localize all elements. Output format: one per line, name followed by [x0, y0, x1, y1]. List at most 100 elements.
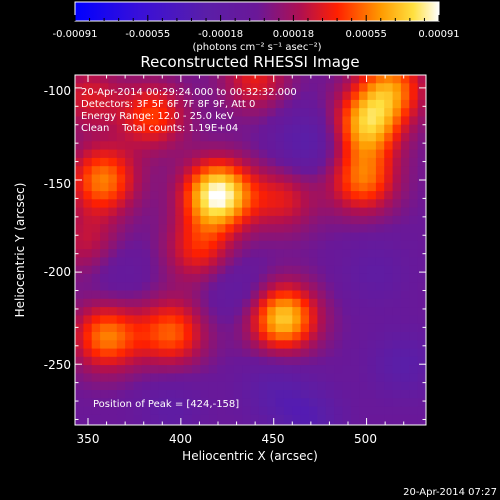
heatmap-cell [400, 406, 410, 416]
heatmap-cell [250, 356, 260, 366]
heatmap-cell [342, 191, 352, 200]
heatmap-cell [75, 116, 84, 126]
heatmap-cell [225, 257, 235, 267]
heatmap-cell [158, 406, 168, 416]
heatmap-cell [108, 91, 118, 101]
heatmap-cell [175, 290, 185, 300]
peak-position-text: Position of Peak = [424,-158] [93, 399, 239, 410]
heatmap-cell [392, 83, 402, 93]
heatmap-cell [258, 273, 268, 283]
heatmap-cell [359, 99, 369, 109]
heatmap-cell [208, 133, 218, 142]
heatmap-cell [225, 133, 235, 142]
heatmap-cell [133, 423, 143, 425]
heatmap-cell [192, 257, 201, 267]
heatmap-cell [125, 199, 135, 209]
heatmap-cell [426, 108, 435, 117]
heatmap-cell [233, 273, 243, 283]
heatmap-cell [116, 240, 126, 250]
heatmap-cell [166, 307, 176, 316]
heatmap-cell [375, 199, 385, 209]
heatmap-cell [384, 340, 394, 350]
heatmap-cell [150, 116, 160, 126]
heatmap-cell [300, 348, 310, 358]
heatmap-cell [75, 191, 84, 200]
heatmap-cell [225, 207, 235, 217]
heatmap-cell [141, 257, 151, 267]
heatmap-cell [208, 365, 218, 374]
heatmap-cell [258, 315, 268, 325]
heatmap-cell [91, 182, 101, 192]
heatmap-cell [116, 191, 126, 200]
heatmap-cell [183, 414, 193, 424]
heatmap-cell [208, 290, 218, 300]
heatmap-cell [325, 182, 335, 192]
heatmap-cell [292, 215, 302, 225]
heatmap-cell [283, 166, 293, 176]
heatmap-cell [292, 423, 302, 425]
heatmap-cell [141, 348, 151, 358]
heatmap-cell [158, 282, 168, 292]
heatmap-cell [267, 116, 277, 126]
heatmap-cell [125, 249, 135, 258]
heatmap-cell [158, 373, 168, 383]
heatmap-cell [208, 356, 218, 366]
heatmap-cell [267, 91, 277, 101]
heatmap-cell [217, 240, 227, 250]
heatmap-cell [367, 215, 377, 225]
heatmap-cell [359, 290, 369, 300]
heatmap-cell [233, 224, 243, 234]
heatmap-cell [283, 406, 293, 416]
heatmap-cell [367, 373, 377, 383]
heatmap [75, 75, 435, 440]
heatmap-cell [350, 166, 360, 176]
heatmap-cell [250, 224, 260, 234]
heatmap-cell [158, 390, 168, 399]
heatmap-cell [83, 356, 93, 366]
heatmap-cell [409, 398, 419, 408]
heatmap-cell [426, 266, 435, 275]
heatmap-cell [350, 323, 360, 333]
heatmap-cell [317, 290, 327, 300]
heatmap-cell [359, 149, 369, 159]
heatmap-cell [75, 75, 84, 84]
heatmap-cell [325, 340, 335, 350]
heatmap-cell [91, 174, 101, 184]
heatmap-cell [192, 83, 201, 93]
heatmap-cell [426, 291, 435, 300]
heatmap-cell [108, 282, 118, 292]
heatmap-cell [233, 240, 243, 250]
heatmap-cell [133, 323, 143, 333]
heatmap-cell [392, 157, 402, 167]
heatmap-cell [166, 365, 176, 374]
heatmap-cell [150, 257, 160, 267]
heatmap-cell [334, 91, 344, 101]
heatmap-cell [159, 431, 168, 440]
heatmap-cell [334, 282, 344, 292]
heatmap-cell [417, 224, 426, 234]
heatmap-cell [325, 133, 335, 142]
heatmap-cell [208, 323, 218, 333]
heatmap-cell [133, 75, 143, 84]
heatmap-cell [267, 348, 277, 358]
heatmap-cell [367, 257, 377, 267]
heatmap-cell [392, 307, 402, 316]
heatmap-cell [342, 116, 352, 126]
heatmap-cell [292, 240, 302, 250]
heatmap-cell [225, 315, 235, 325]
heatmap-cell [283, 298, 293, 308]
heatmap-cell [158, 307, 168, 316]
heatmap-cell [342, 99, 352, 109]
heatmap-cell [225, 381, 235, 391]
heatmap-cell [158, 365, 168, 374]
heatmap-cell [392, 224, 402, 234]
heatmap-cell [150, 240, 160, 250]
heatmap-cell [175, 257, 185, 267]
heatmap-cell [250, 315, 260, 325]
heatmap-cell [75, 381, 84, 391]
heatmap-cell [426, 324, 435, 333]
heatmap-cell [75, 141, 84, 151]
y-tick-labels: -100 -150 -200 -250 [44, 84, 71, 372]
heatmap-cell [150, 290, 160, 300]
heatmap-cell [317, 381, 327, 391]
